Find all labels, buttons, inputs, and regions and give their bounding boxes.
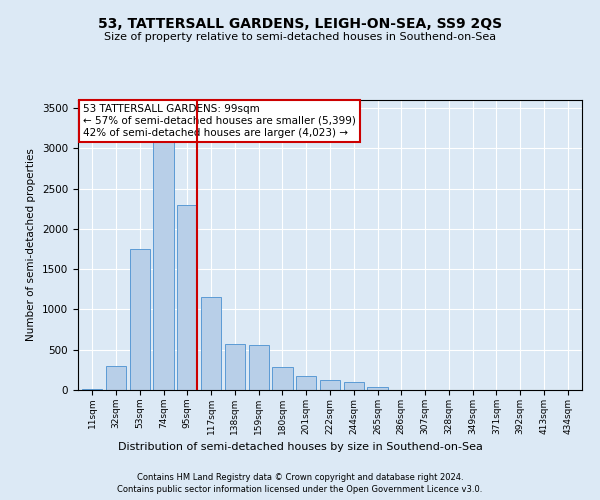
Bar: [367, 387, 388, 390]
Text: Distribution of semi-detached houses by size in Southend-on-Sea: Distribution of semi-detached houses by …: [118, 442, 482, 452]
Bar: [177, 204, 197, 390]
Bar: [130, 249, 150, 390]
Bar: [201, 298, 221, 390]
Bar: [248, 345, 269, 390]
Bar: [106, 366, 126, 390]
Text: Contains HM Land Registry data © Crown copyright and database right 2024.: Contains HM Land Registry data © Crown c…: [137, 472, 463, 482]
Text: 53, TATTERSALL GARDENS, LEIGH-ON-SEA, SS9 2QS: 53, TATTERSALL GARDENS, LEIGH-ON-SEA, SS…: [98, 18, 502, 32]
Text: Size of property relative to semi-detached houses in Southend-on-Sea: Size of property relative to semi-detach…: [104, 32, 496, 42]
Text: Contains public sector information licensed under the Open Government Licence v3: Contains public sector information licen…: [118, 485, 482, 494]
Bar: [225, 344, 245, 390]
Bar: [296, 376, 316, 390]
Bar: [154, 140, 173, 390]
Bar: [82, 389, 103, 390]
Bar: [344, 382, 364, 390]
Bar: [320, 380, 340, 390]
Y-axis label: Number of semi-detached properties: Number of semi-detached properties: [26, 148, 37, 342]
Text: 53 TATTERSALL GARDENS: 99sqm
← 57% of semi-detached houses are smaller (5,399)
4: 53 TATTERSALL GARDENS: 99sqm ← 57% of se…: [83, 104, 356, 138]
Bar: [272, 368, 293, 390]
